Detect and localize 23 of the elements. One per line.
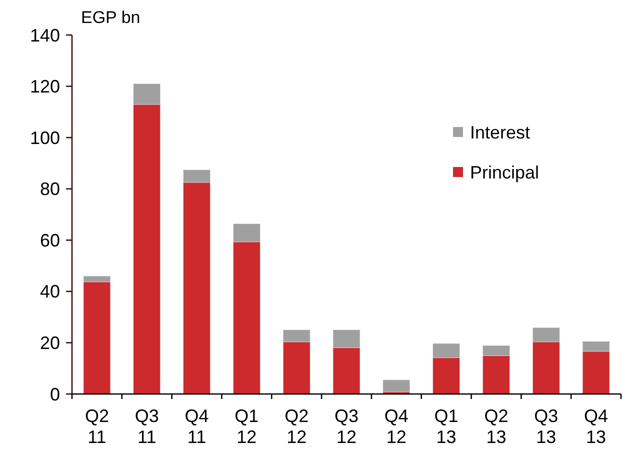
y-tick-label: 120: [30, 76, 60, 97]
y-tick-label: 60: [40, 230, 60, 250]
y-tick-label: 0: [50, 384, 60, 404]
x-tick-label: Q4 12: [384, 406, 408, 447]
bar: [382, 380, 410, 392]
y-tick-label: 40: [40, 282, 60, 302]
legend-label: Interest: [470, 122, 530, 142]
x-tick-label: Q2 13: [484, 406, 508, 447]
y-tick-label: 80: [40, 179, 60, 200]
x-tick-label: Q4 13: [584, 406, 608, 447]
x-tick-label: Q3 11: [134, 406, 159, 447]
y-tick-label: 100: [30, 128, 60, 148]
y-tick-label: 20: [40, 333, 60, 354]
x-tick-label: Q1 12: [234, 406, 259, 447]
x-tick-label: Q2 12: [284, 406, 309, 447]
x-tick-label: Q1 13: [434, 406, 458, 447]
x-tick-label: Q4 11: [184, 406, 209, 447]
x-tick-label: Q3 13: [534, 406, 558, 447]
x-tick-label: Q3 12: [334, 406, 359, 447]
y-axis-title: EGP bn: [81, 8, 140, 27]
x-tick-label: Q2 11: [84, 406, 109, 447]
y-tick-label: 140: [30, 25, 60, 46]
legend-label: Principal: [470, 162, 540, 182]
